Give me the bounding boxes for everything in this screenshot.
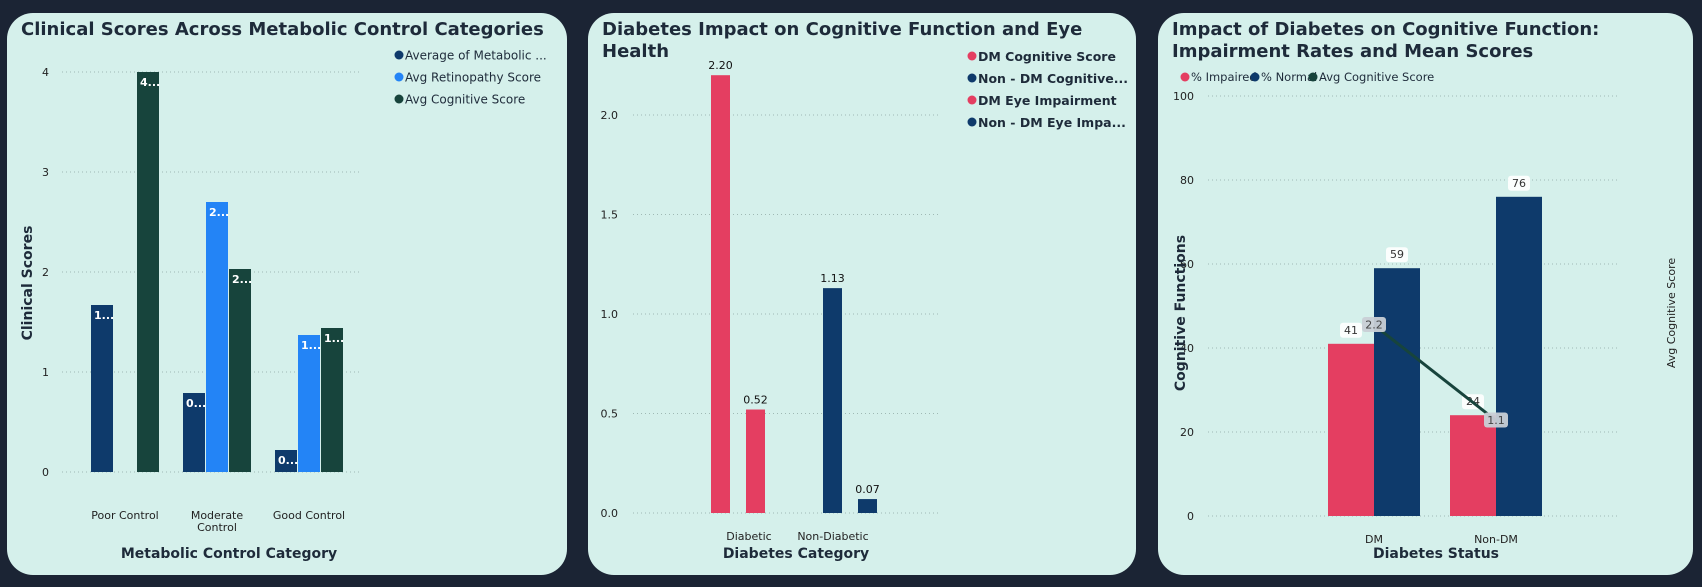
legend-label: Non - DM Cognitive... (978, 71, 1128, 86)
data-label-box (1340, 322, 1362, 338)
chart-svg: 0 1 2 3 4 1... 4... Poor Control 0... 2... 2... Mod… (20, 49, 547, 563)
data-label-box (1484, 412, 1508, 428)
data-label-box (1386, 247, 1408, 263)
y-tick-label: 60 (1180, 258, 1194, 271)
y-axis-title: Clinical Scores (20, 226, 36, 341)
data-label: 41 (1344, 324, 1358, 337)
y-tick-label: 0.5 (601, 408, 619, 421)
bar (1374, 268, 1420, 516)
y-tick-label: 80 (1180, 174, 1194, 187)
y-tick-label: 1.5 (601, 209, 619, 222)
y-tick-label: 2 (42, 266, 49, 279)
data-label: 4... (140, 76, 160, 89)
y-tick-label: 0.0 (601, 507, 619, 520)
x-tick-label: Non-DM (1474, 533, 1518, 546)
y-tick-label: 1.0 (601, 308, 619, 321)
y2-axis-title: Avg Cognitive Score (1665, 258, 1678, 368)
data-label: 0... (278, 454, 298, 467)
y-tick-label: 40 (1180, 342, 1194, 355)
x-axis-title: Diabetes Category (723, 546, 869, 562)
x-axis-title: Diabetes Status (1373, 546, 1499, 562)
data-label: 1... (301, 339, 321, 352)
data-label: 0.52 (743, 394, 768, 407)
y-tick-label: 100 (1173, 90, 1194, 103)
bar (1496, 196, 1542, 517)
line-series (1373, 323, 1497, 422)
bar (858, 499, 877, 513)
bar (183, 393, 205, 472)
data-label: 0.07 (855, 483, 880, 496)
legend-label: Avg Cognitive Score (405, 93, 525, 107)
legend-marker (394, 94, 404, 104)
bar (746, 409, 765, 513)
legend-marker (967, 95, 977, 105)
x-tick-label: Good Control (273, 509, 345, 522)
bar (321, 328, 343, 472)
data-label: 1.13 (820, 272, 845, 285)
data-label: 76 (1512, 177, 1526, 190)
bar (711, 75, 730, 513)
data-label: 2.20 (708, 59, 733, 72)
chart-panel-diabetes-impact: Diabetes Impact on Cognitive Function an… (588, 13, 1136, 575)
y-tick-label: 2.0 (601, 109, 619, 122)
x-tick-label: Poor Control (91, 509, 158, 522)
bar (206, 202, 228, 472)
x-tick-label: Non-Diabetic (797, 530, 868, 543)
legend-label: % Impaired (1191, 70, 1257, 84)
x-tick-label: Control (197, 521, 237, 534)
y-tick-label: 1 (42, 366, 49, 379)
data-label: 2... (232, 273, 252, 286)
data-label: 59 (1390, 248, 1404, 261)
legend-label: Avg Retinopathy Score (405, 71, 541, 85)
legend-marker (1180, 72, 1190, 82)
x-tick-label: DM (1365, 533, 1383, 546)
legend-marker (967, 117, 977, 127)
data-label-box (1362, 317, 1386, 332)
bar (137, 72, 159, 472)
bar (298, 335, 320, 472)
legend-marker (967, 51, 977, 61)
y-tick-label: 0 (42, 466, 49, 479)
chart-panel-metabolic-control: Clinical Scores Across Metabolic Control… (7, 13, 567, 575)
legend-marker (1308, 72, 1318, 82)
data-label: 2.2 (1365, 319, 1383, 332)
data-label: 0... (186, 397, 206, 410)
chart-title: Impact of Diabetes on Cognitive Function… (1172, 19, 1600, 62)
legend-marker (394, 72, 404, 82)
y-axis-title: Cognitive Functions (1173, 235, 1189, 391)
data-label: 2... (209, 206, 229, 219)
data-label: 1... (94, 309, 114, 322)
legend-marker (1250, 72, 1260, 82)
legend-label: Average of Metabolic ... (405, 49, 547, 63)
chart-svg: 0.0 0.5 1.0 1.5 2.0 2.20 1.13 0.52 0.07 Diabetic N… (601, 49, 1129, 562)
x-axis-title: Metabolic Control Category (121, 546, 337, 562)
y-tick-label: 20 (1180, 426, 1194, 439)
legend-marker (394, 50, 404, 60)
legend-label: Non - DM Eye Impa... (978, 115, 1126, 130)
y-tick-label: 0 (1187, 510, 1194, 523)
bar (275, 450, 297, 472)
data-label-box (1508, 175, 1530, 191)
legend-label: % Normal (1261, 70, 1317, 84)
chart-title: Diabetes Impact on Cognitive Function an… (602, 19, 1083, 62)
legend-label: Avg Cognitive Score (1319, 70, 1434, 84)
bar (1450, 415, 1496, 516)
bar (1328, 343, 1374, 516)
chart-title: Clinical Scores Across Metabolic Control… (21, 19, 544, 40)
bar (229, 269, 251, 472)
y-tick-label: 4 (42, 66, 49, 79)
data-label: 1.1 (1487, 414, 1505, 427)
legend-marker (967, 73, 977, 83)
data-label: 1... (324, 332, 344, 345)
x-tick-label: Diabetic (726, 530, 771, 543)
chart-panel-impairment-rates: Impact of Diabetes on Cognitive Function… (1158, 13, 1693, 575)
bar (823, 288, 842, 513)
y-tick-label: 3 (42, 166, 49, 179)
bar (91, 305, 113, 472)
x-tick-label: Moderate (191, 509, 244, 522)
legend-label: DM Cognitive Score (978, 49, 1116, 64)
legend-label: DM Eye Impairment (978, 93, 1117, 108)
